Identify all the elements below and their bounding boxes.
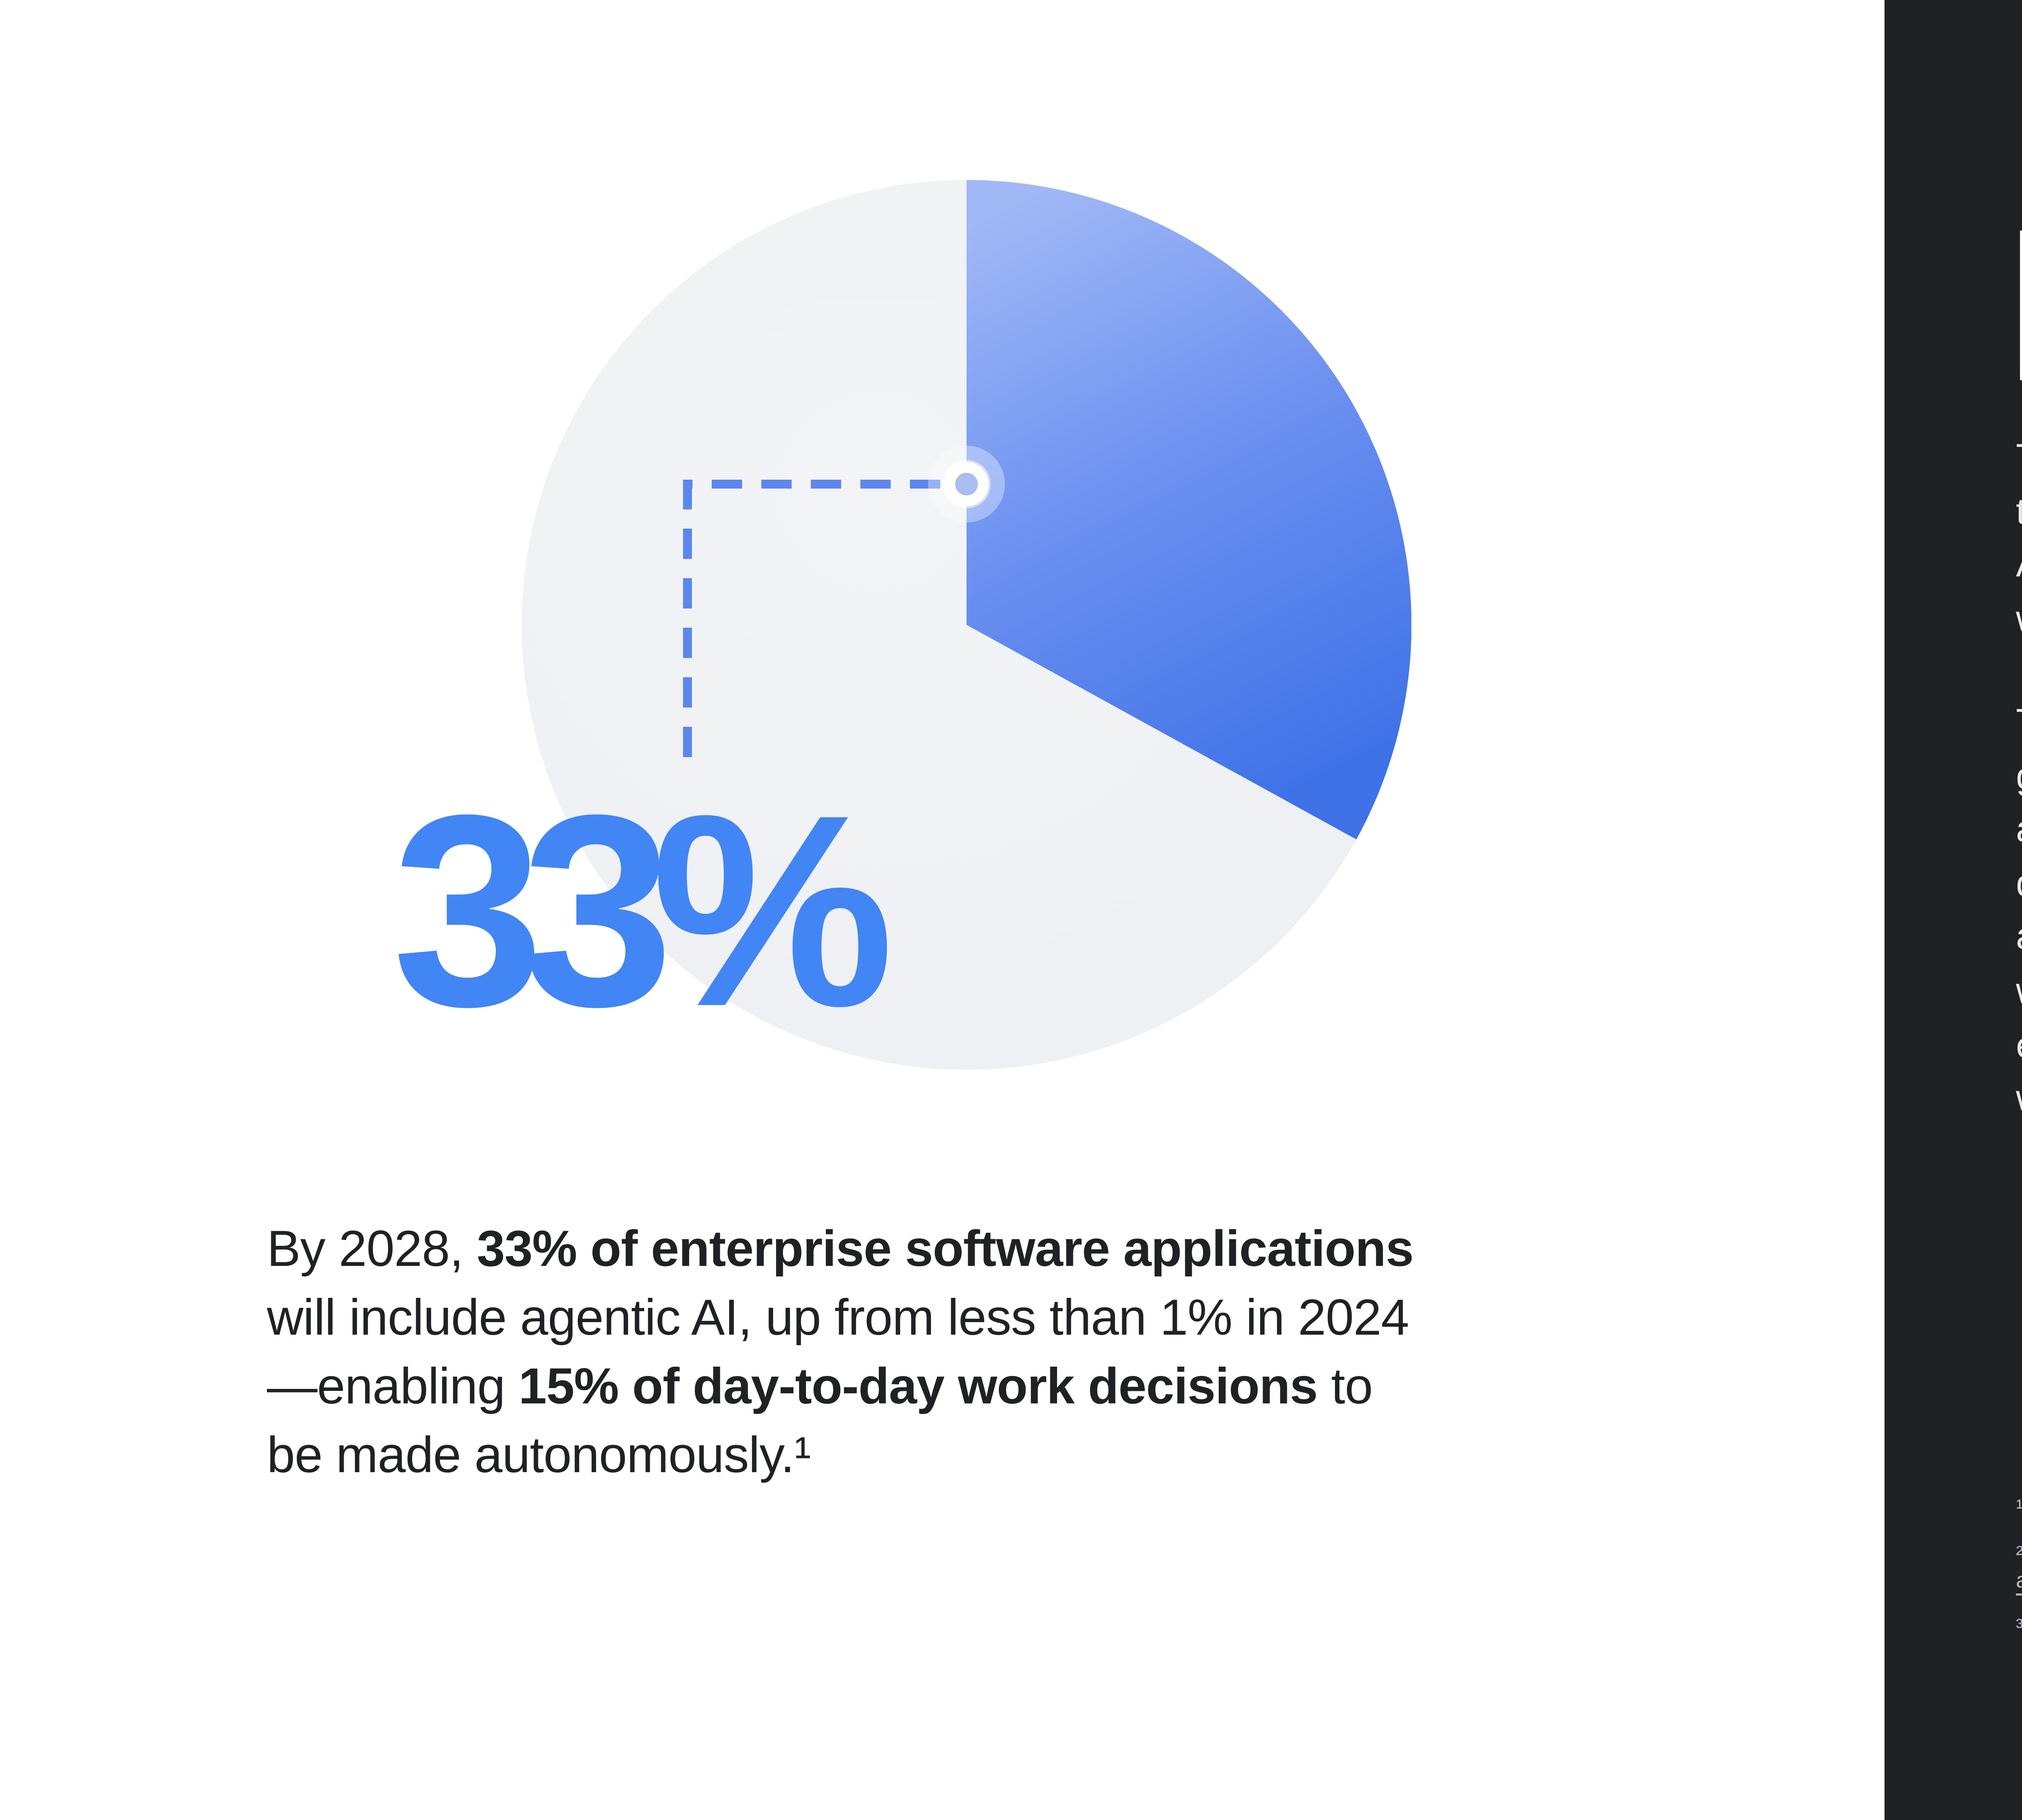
stat-caption-line: be made autonomously.¹ <box>267 1422 1601 1490</box>
caption-segment: will include agentic AI, up from less th… <box>267 1290 1409 1347</box>
pie-chart <box>522 180 1411 1070</box>
stat-caption: By 2028, 33% of enterprise software appl… <box>267 1215 1601 1490</box>
footnote-link[interactable]: New research from Google Workspace and T… <box>2016 1543 2022 1594</box>
pie-33pct-slice <box>967 180 1411 840</box>
caption-segment: be made autonomously.¹ <box>267 1428 811 1484</box>
right-panel: “Business as usual” is being redefined b… <box>1885 0 2022 1820</box>
leader-dashed-line <box>683 480 940 758</box>
footnote-source: ² PRNewswire (2024). <box>2016 1543 2022 1567</box>
caption-segment: —enabling <box>267 1359 519 1416</box>
body-paragraph-2: This is just the beginning. AI agents ar… <box>2016 696 2022 1126</box>
caption-bold-segment: 33% of enterprise software applications <box>477 1221 1414 1278</box>
stat-value: 33% <box>392 758 894 1064</box>
footnote: ³ Google Workspace (2024). Poll uncovers… <box>2016 1616 2022 1643</box>
stat-caption-line: will include agentic AI, up from less th… <box>267 1284 1601 1353</box>
footnote-source: ³ Google Workspace (2024). <box>2016 1616 2022 1640</box>
left-panel: 33% By 2028, 33% of enterprise software … <box>267 180 1601 1490</box>
footnotes: ¹ Gartner (2024). Intelligent Agents in … <box>2016 1496 2022 1663</box>
stat-caption-line: —enabling 15% of day-to-day work decisio… <box>267 1353 1601 1422</box>
footnote: ² PRNewswire (2024). New research from G… <box>2016 1543 2022 1597</box>
caption-segment: By 2028, <box>267 1221 477 1278</box>
body-paragraph-1: Today, the vast majority of employees ha… <box>2016 431 2022 646</box>
ring-marker-icon <box>944 461 989 506</box>
caption-bold-segment: 15% of day-to-day work decisions <box>518 1359 1318 1416</box>
title-accent-bar <box>2020 231 2022 380</box>
stat-caption-line: By 2028, 33% of enterprise software appl… <box>267 1215 1601 1284</box>
footnote-source: ¹ Gartner (2024). <box>2016 1496 2022 1521</box>
caption-segment: to <box>1317 1359 1373 1416</box>
footnote: ¹ Gartner (2024). Intelligent Agents in … <box>2016 1496 2022 1524</box>
